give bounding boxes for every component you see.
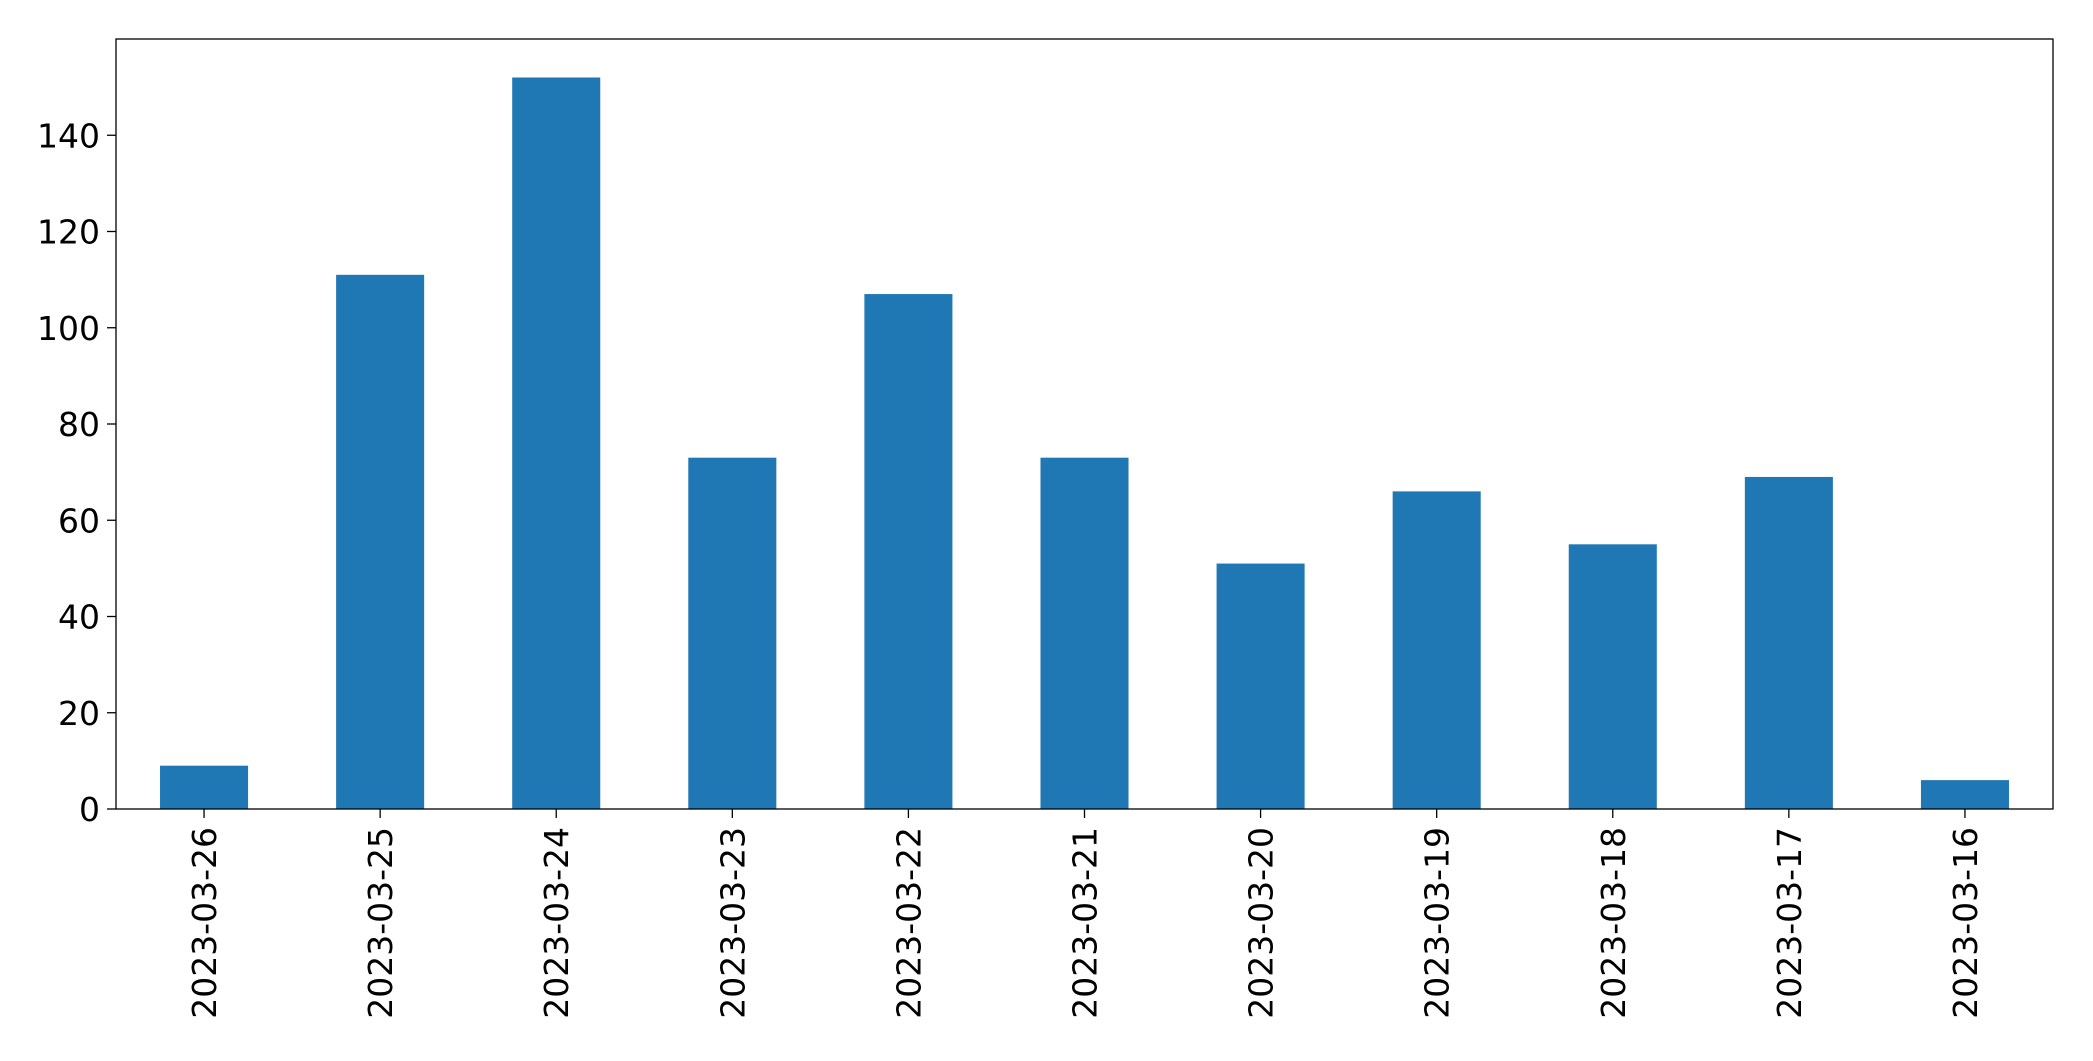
x-tick-label: 2023-03-22 — [889, 827, 928, 1019]
y-tick-label: 80 — [58, 405, 100, 444]
y-tick-label: 0 — [79, 790, 100, 829]
bar — [1216, 563, 1305, 809]
x-tick-label: 2023-03-20 — [1242, 827, 1281, 1019]
y-tick-label: 60 — [58, 501, 100, 540]
x-tick-label: 2023-03-16 — [1946, 827, 1985, 1019]
bar — [1568, 544, 1657, 809]
y-tick-label: 100 — [37, 309, 100, 348]
bar — [1744, 476, 1833, 809]
x-tick-label: 2023-03-21 — [1066, 827, 1105, 1019]
bar — [336, 274, 425, 809]
bar — [1392, 491, 1481, 809]
bar — [1040, 457, 1129, 809]
bar — [512, 77, 601, 809]
x-tick-label: 2023-03-24 — [537, 827, 576, 1019]
bar — [1920, 780, 2009, 809]
y-tick-label: 120 — [37, 213, 100, 252]
bar — [864, 294, 953, 809]
y-tick-label: 20 — [58, 694, 100, 733]
bar — [160, 765, 249, 809]
plot-frame — [115, 38, 2054, 810]
y-tick-label: 40 — [58, 598, 100, 637]
x-tick-label: 2023-03-19 — [1418, 827, 1457, 1019]
x-tick-label: 2023-03-23 — [713, 827, 752, 1019]
y-tick-label: 140 — [37, 116, 100, 155]
bar — [688, 457, 777, 809]
x-tick-label: 2023-03-25 — [361, 827, 400, 1019]
x-tick-label: 2023-03-18 — [1594, 827, 1633, 1019]
x-tick-label: 2023-03-26 — [185, 827, 224, 1019]
x-tick-label: 2023-03-17 — [1770, 827, 1809, 1019]
